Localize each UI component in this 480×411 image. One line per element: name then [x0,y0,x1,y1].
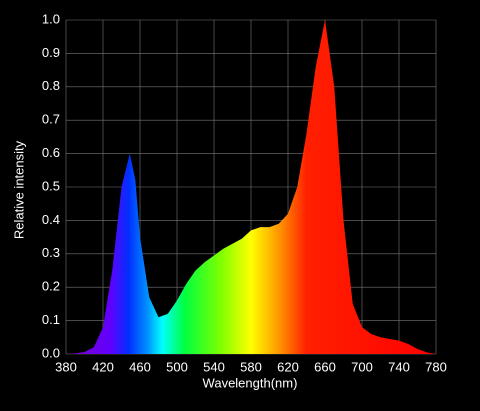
y-tick-label: 0.9 [42,45,60,60]
x-tick-label: 500 [166,359,188,374]
y-tick-label: 0.3 [42,245,60,260]
x-axis-label: Wavelength(nm) [203,375,298,390]
x-tick-label: 420 [92,359,114,374]
x-tick-label: 660 [314,359,336,374]
y-tick-label: 0.0 [42,345,60,360]
x-tick-label: 580 [240,359,262,374]
x-tick-label: 540 [203,359,225,374]
y-tick-label: 0.8 [42,78,60,93]
y-tick-label: 0.2 [42,279,60,294]
y-tick-label: 0.4 [42,212,60,227]
y-tick-label: 0.6 [42,145,60,160]
x-tick-label: 700 [351,359,373,374]
x-tick-label: 380 [55,359,77,374]
spectrum-area [66,20,436,354]
y-tick-label: 0.7 [42,112,60,127]
x-tick-label: 620 [277,359,299,374]
y-tick-label: 0.1 [42,312,60,327]
x-tick-label: 780 [425,359,447,374]
x-tick-label: 740 [388,359,410,374]
x-tick-label: 460 [129,359,151,374]
y-tick-label: 1.0 [42,11,60,26]
y-axis-label: Relative intensity [11,140,26,239]
y-tick-label: 0.5 [42,178,60,193]
